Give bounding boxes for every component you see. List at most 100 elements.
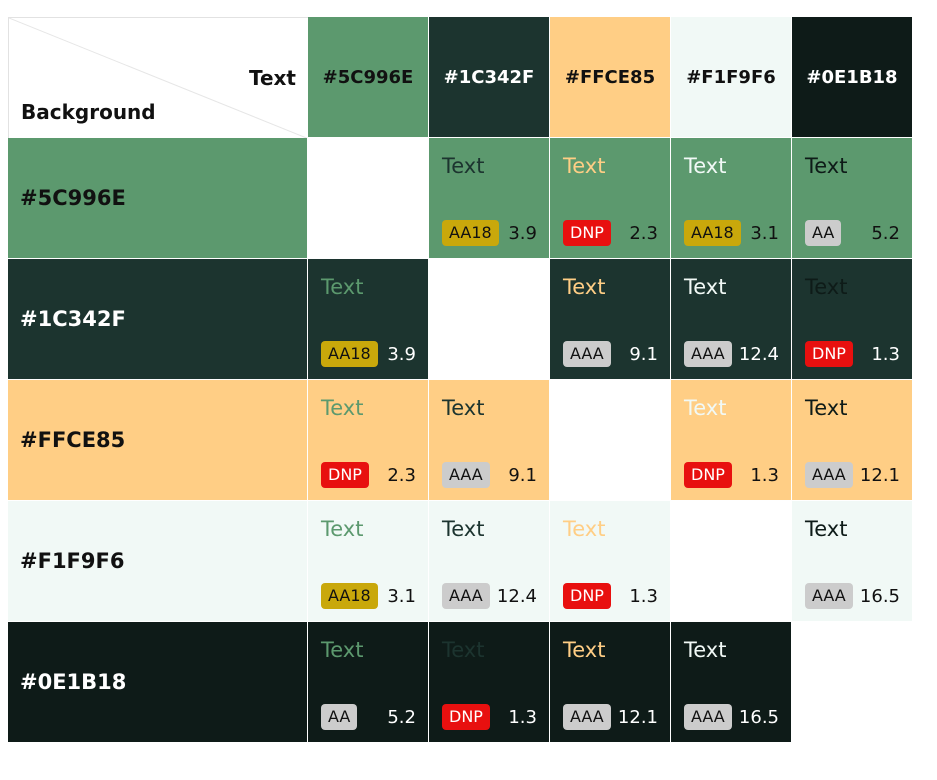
contrast-grid: Text Background #5C996E #1C342F #FFCE85 #F1… xyxy=(8,17,914,743)
contrast-cell: Text AAA 12.1 xyxy=(792,380,913,501)
sample-text: Text xyxy=(321,396,364,420)
row-header: #F1F9F6 xyxy=(8,501,308,622)
contrast-cell: Text DNP 2.3 xyxy=(550,138,671,259)
contrast-ratio: 2.3 xyxy=(629,223,658,244)
contrast-cell: Text AA 5.2 xyxy=(308,622,429,743)
rating-badge: AAA xyxy=(805,462,853,488)
rating-badge: AA18 xyxy=(321,341,378,367)
rating-badge: DNP xyxy=(563,220,611,246)
sample-text: Text xyxy=(684,275,727,299)
sample-text: Text xyxy=(684,396,727,420)
rating-badge: AA xyxy=(321,704,358,730)
empty-cell xyxy=(429,259,550,380)
sample-text: Text xyxy=(321,638,364,662)
contrast-ratio: 1.3 xyxy=(750,465,779,486)
sample-text: Text xyxy=(805,396,848,420)
contrast-cell: Text DNP 2.3 xyxy=(308,380,429,501)
empty-cell xyxy=(792,622,913,743)
contrast-cell: Text AA18 3.1 xyxy=(671,138,792,259)
contrast-cell: Text AAA 12.1 xyxy=(550,622,671,743)
contrast-ratio: 3.9 xyxy=(387,344,416,365)
rating-badge: AAA xyxy=(805,583,853,609)
row-header: #0E1B18 xyxy=(8,622,308,743)
rating-badge: AAA xyxy=(684,341,732,367)
rating-badge: DNP xyxy=(442,704,490,730)
sample-text: Text xyxy=(442,638,485,662)
contrast-ratio: 12.4 xyxy=(496,586,537,607)
contrast-ratio: 16.5 xyxy=(738,707,779,728)
contrast-cell: Text AAA 12.4 xyxy=(671,259,792,380)
empty-cell xyxy=(308,138,429,259)
sample-text: Text xyxy=(442,154,485,178)
sample-text: Text xyxy=(442,396,485,420)
row-header: #5C996E xyxy=(8,138,308,259)
contrast-cell: Text AAA 16.5 xyxy=(671,622,792,743)
contrast-ratio: 1.3 xyxy=(871,344,900,365)
contrast-ratio: 9.1 xyxy=(508,465,537,486)
column-header: #FFCE85 xyxy=(550,17,671,138)
contrast-cell: Text AA18 3.9 xyxy=(429,138,550,259)
empty-cell xyxy=(671,501,792,622)
row-header: #1C342F xyxy=(8,259,308,380)
rating-badge: AAA xyxy=(563,341,611,367)
rating-badge: AA18 xyxy=(321,583,378,609)
sample-text: Text xyxy=(684,638,727,662)
contrast-ratio: 12.1 xyxy=(617,707,658,728)
contrast-ratio: 1.3 xyxy=(629,586,658,607)
contrast-ratio: 12.4 xyxy=(738,344,779,365)
contrast-ratio: 3.9 xyxy=(508,223,537,244)
contrast-cell: Text AA18 3.1 xyxy=(308,501,429,622)
contrast-ratio: 3.1 xyxy=(387,586,416,607)
rating-badge: DNP xyxy=(321,462,369,488)
sample-text: Text xyxy=(563,638,606,662)
text-axis-label: Text xyxy=(248,66,296,90)
contrast-cell: Text DNP 1.3 xyxy=(671,380,792,501)
sample-text: Text xyxy=(442,517,485,541)
rating-badge: AA xyxy=(805,220,842,246)
sample-text: Text xyxy=(563,517,606,541)
contrast-cell: Text AAA 16.5 xyxy=(792,501,913,622)
sample-text: Text xyxy=(321,275,364,299)
sample-text: Text xyxy=(805,275,848,299)
column-header: #5C996E xyxy=(308,17,429,138)
contrast-ratio: 2.3 xyxy=(387,465,416,486)
contrast-cell: Text AA18 3.9 xyxy=(308,259,429,380)
rating-badge: AAA xyxy=(563,704,611,730)
sample-text: Text xyxy=(563,275,606,299)
contrast-cell: Text AAA 9.1 xyxy=(429,380,550,501)
rating-badge: DNP xyxy=(805,341,853,367)
sample-text: Text xyxy=(563,154,606,178)
rating-badge: AA18 xyxy=(684,220,741,246)
contrast-ratio: 16.5 xyxy=(859,586,900,607)
rating-badge: AAA xyxy=(684,704,732,730)
column-header: #F1F9F6 xyxy=(671,17,792,138)
column-header: #1C342F xyxy=(429,17,550,138)
contrast-cell: Text AA 5.2 xyxy=(792,138,913,259)
sample-text: Text xyxy=(805,154,848,178)
corner-cell: Text Background xyxy=(8,17,308,138)
contrast-ratio: 5.2 xyxy=(387,707,416,728)
contrast-cell: Text AAA 9.1 xyxy=(550,259,671,380)
contrast-cell: Text DNP 1.3 xyxy=(550,501,671,622)
contrast-cell: Text DNP 1.3 xyxy=(792,259,913,380)
sample-text: Text xyxy=(805,517,848,541)
contrast-ratio: 9.1 xyxy=(629,344,658,365)
background-axis-label: Background xyxy=(21,100,156,124)
rating-badge: AAA xyxy=(442,462,490,488)
sample-text: Text xyxy=(321,517,364,541)
contrast-ratio: 5.2 xyxy=(871,223,900,244)
contrast-ratio: 12.1 xyxy=(859,465,900,486)
row-header: #FFCE85 xyxy=(8,380,308,501)
sample-text: Text xyxy=(684,154,727,178)
contrast-cell: Text DNP 1.3 xyxy=(429,622,550,743)
rating-badge: AAA xyxy=(442,583,490,609)
contrast-ratio: 1.3 xyxy=(508,707,537,728)
contrast-cell: Text AAA 12.4 xyxy=(429,501,550,622)
rating-badge: DNP xyxy=(563,583,611,609)
empty-cell xyxy=(550,380,671,501)
rating-badge: DNP xyxy=(684,462,732,488)
rating-badge: AA18 xyxy=(442,220,499,246)
column-header: #0E1B18 xyxy=(792,17,913,138)
corner-diagonal xyxy=(9,18,308,138)
contrast-ratio: 3.1 xyxy=(750,223,779,244)
